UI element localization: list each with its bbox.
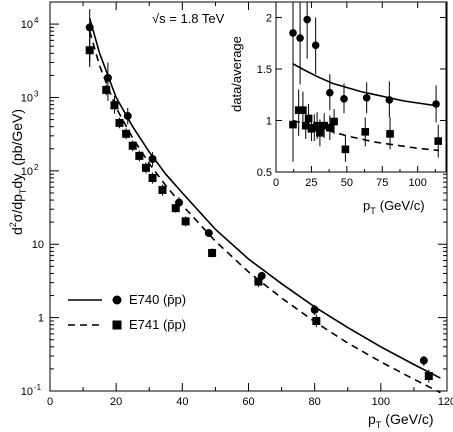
inset-data-point-e741 — [299, 106, 307, 114]
inset-y-tick-label: 2 — [266, 12, 272, 24]
data-point-e741 — [128, 141, 137, 150]
data-point-e741 — [122, 129, 131, 138]
x-tick-label: 120 — [438, 396, 453, 408]
inset-data-point-e741 — [330, 117, 338, 126]
y-tick-exponent: -1 — [34, 383, 42, 392]
inset-y-axis-label: data/average — [229, 36, 244, 112]
inset-plot-frame — [275, 1, 447, 173]
y-tick-exponent: 3 — [34, 89, 39, 98]
data-point-e740 — [148, 155, 157, 164]
data-point-e741 — [312, 316, 321, 325]
inset-data-point-e740 — [289, 29, 297, 37]
y-tick-label: 10 — [32, 239, 44, 251]
data-point-e741 — [424, 372, 433, 381]
energy-annotation: √s = 1.8 TeV — [152, 11, 225, 26]
data-point-e740 — [204, 229, 213, 238]
fit-curve-e740 — [88, 18, 441, 379]
data-point-e740 — [103, 73, 112, 82]
inset-data-point-e740 — [362, 94, 371, 102]
inset-x-tick-label: 25 — [305, 177, 317, 189]
data-point-e741 — [135, 151, 144, 160]
inset-data-point-e741 — [313, 121, 321, 130]
data-point-e741 — [254, 277, 263, 286]
data-point-e740 — [310, 305, 319, 314]
inset-data-point-e741 — [294, 106, 303, 114]
data-point-e741 — [208, 248, 217, 257]
inset-x-tick-label: 50 — [341, 177, 353, 189]
inset-fit-curve-e740 — [292, 63, 440, 107]
inset-data-point-e741 — [301, 121, 310, 130]
main-data-points — [85, 9, 433, 383]
y-tick-exponent: 2 — [34, 163, 39, 172]
legend-marker-e740 — [112, 295, 122, 305]
inset-y-tick-label: 1.5 — [257, 64, 272, 76]
y-tick-label: 10 — [21, 19, 33, 31]
inset-data-point-e740 — [340, 95, 348, 103]
legend-marker-e741 — [112, 320, 122, 330]
inset-x-tick-label: 75 — [376, 177, 388, 189]
data-point-e741 — [110, 101, 119, 110]
inset-data-point-e741 — [386, 130, 394, 138]
inset-x-axis-label: pT (GeV/c) — [363, 198, 425, 216]
y-tick-label: 10 — [21, 386, 33, 398]
data-point-e740 — [123, 111, 132, 120]
inset-data-point-e741 — [289, 120, 297, 129]
inset-background — [276, 2, 446, 172]
inset-x-tick-label: 100 — [408, 177, 426, 189]
data-point-e741 — [171, 204, 180, 213]
main-curves — [88, 18, 441, 394]
legend: E740 (p̄p) E741 (p̄p) — [68, 292, 186, 332]
legend-label-e740: E740 (p̄p) — [129, 292, 186, 307]
data-point-e741 — [85, 46, 94, 55]
inset-data-point-e741 — [320, 121, 328, 130]
y-tick-exponent: 4 — [34, 16, 39, 25]
inset-curves — [292, 63, 440, 152]
inset-data-point-e740 — [303, 15, 311, 24]
inset-data-point-e740 — [326, 88, 334, 97]
data-point-e740 — [85, 23, 94, 32]
inset-data-point-e740 — [432, 100, 440, 108]
x-tick-label: 20 — [110, 396, 122, 408]
main-x-axis-label: pT (GeV/c) — [368, 411, 434, 430]
inset-y-tick-label: 0.5 — [257, 167, 272, 179]
data-point-e741 — [148, 173, 157, 182]
x-tick-label: 100 — [372, 396, 390, 408]
x-tick-label: 0 — [47, 396, 53, 408]
y-tick-label: 1 — [38, 313, 44, 325]
y-tick-label: 10 — [21, 92, 33, 104]
x-tick-label: 60 — [242, 396, 254, 408]
inset-axes: 0 25 50 75 100 0.5 1 1.5 2 — [257, 2, 446, 189]
inset-data-point-e741 — [326, 123, 334, 132]
inset-data-points — [289, 2, 443, 162]
data-point-e740 — [419, 356, 428, 365]
inset-data-point-e740 — [385, 96, 394, 104]
data-point-e741 — [141, 163, 150, 172]
inset-data-point-e741 — [316, 129, 324, 137]
inset-data-point-e741 — [434, 137, 443, 145]
y-tick-label: 10 — [21, 166, 33, 178]
x-tick-label: 80 — [309, 396, 321, 408]
data-point-e741 — [102, 85, 111, 94]
data-point-e741 — [181, 217, 190, 226]
inset-x-tick-label: 0 — [273, 177, 279, 189]
inset-y-tick-label: 1 — [266, 115, 272, 127]
inset-data-point-e741 — [341, 145, 350, 154]
data-point-e741 — [158, 185, 167, 194]
inset-data-point-e741 — [304, 114, 313, 123]
inset-data-point-e740 — [311, 41, 320, 50]
inset-data-point-e741 — [361, 128, 370, 136]
inset-data-point-e740 — [296, 34, 304, 42]
legend-label-e741: E741 (p̄p) — [129, 317, 186, 332]
main-y-axis-label: d2σ/dpTdy(pb/GeV) — [8, 109, 28, 235]
data-point-e741 — [115, 118, 124, 127]
x-tick-label: 40 — [176, 396, 188, 408]
